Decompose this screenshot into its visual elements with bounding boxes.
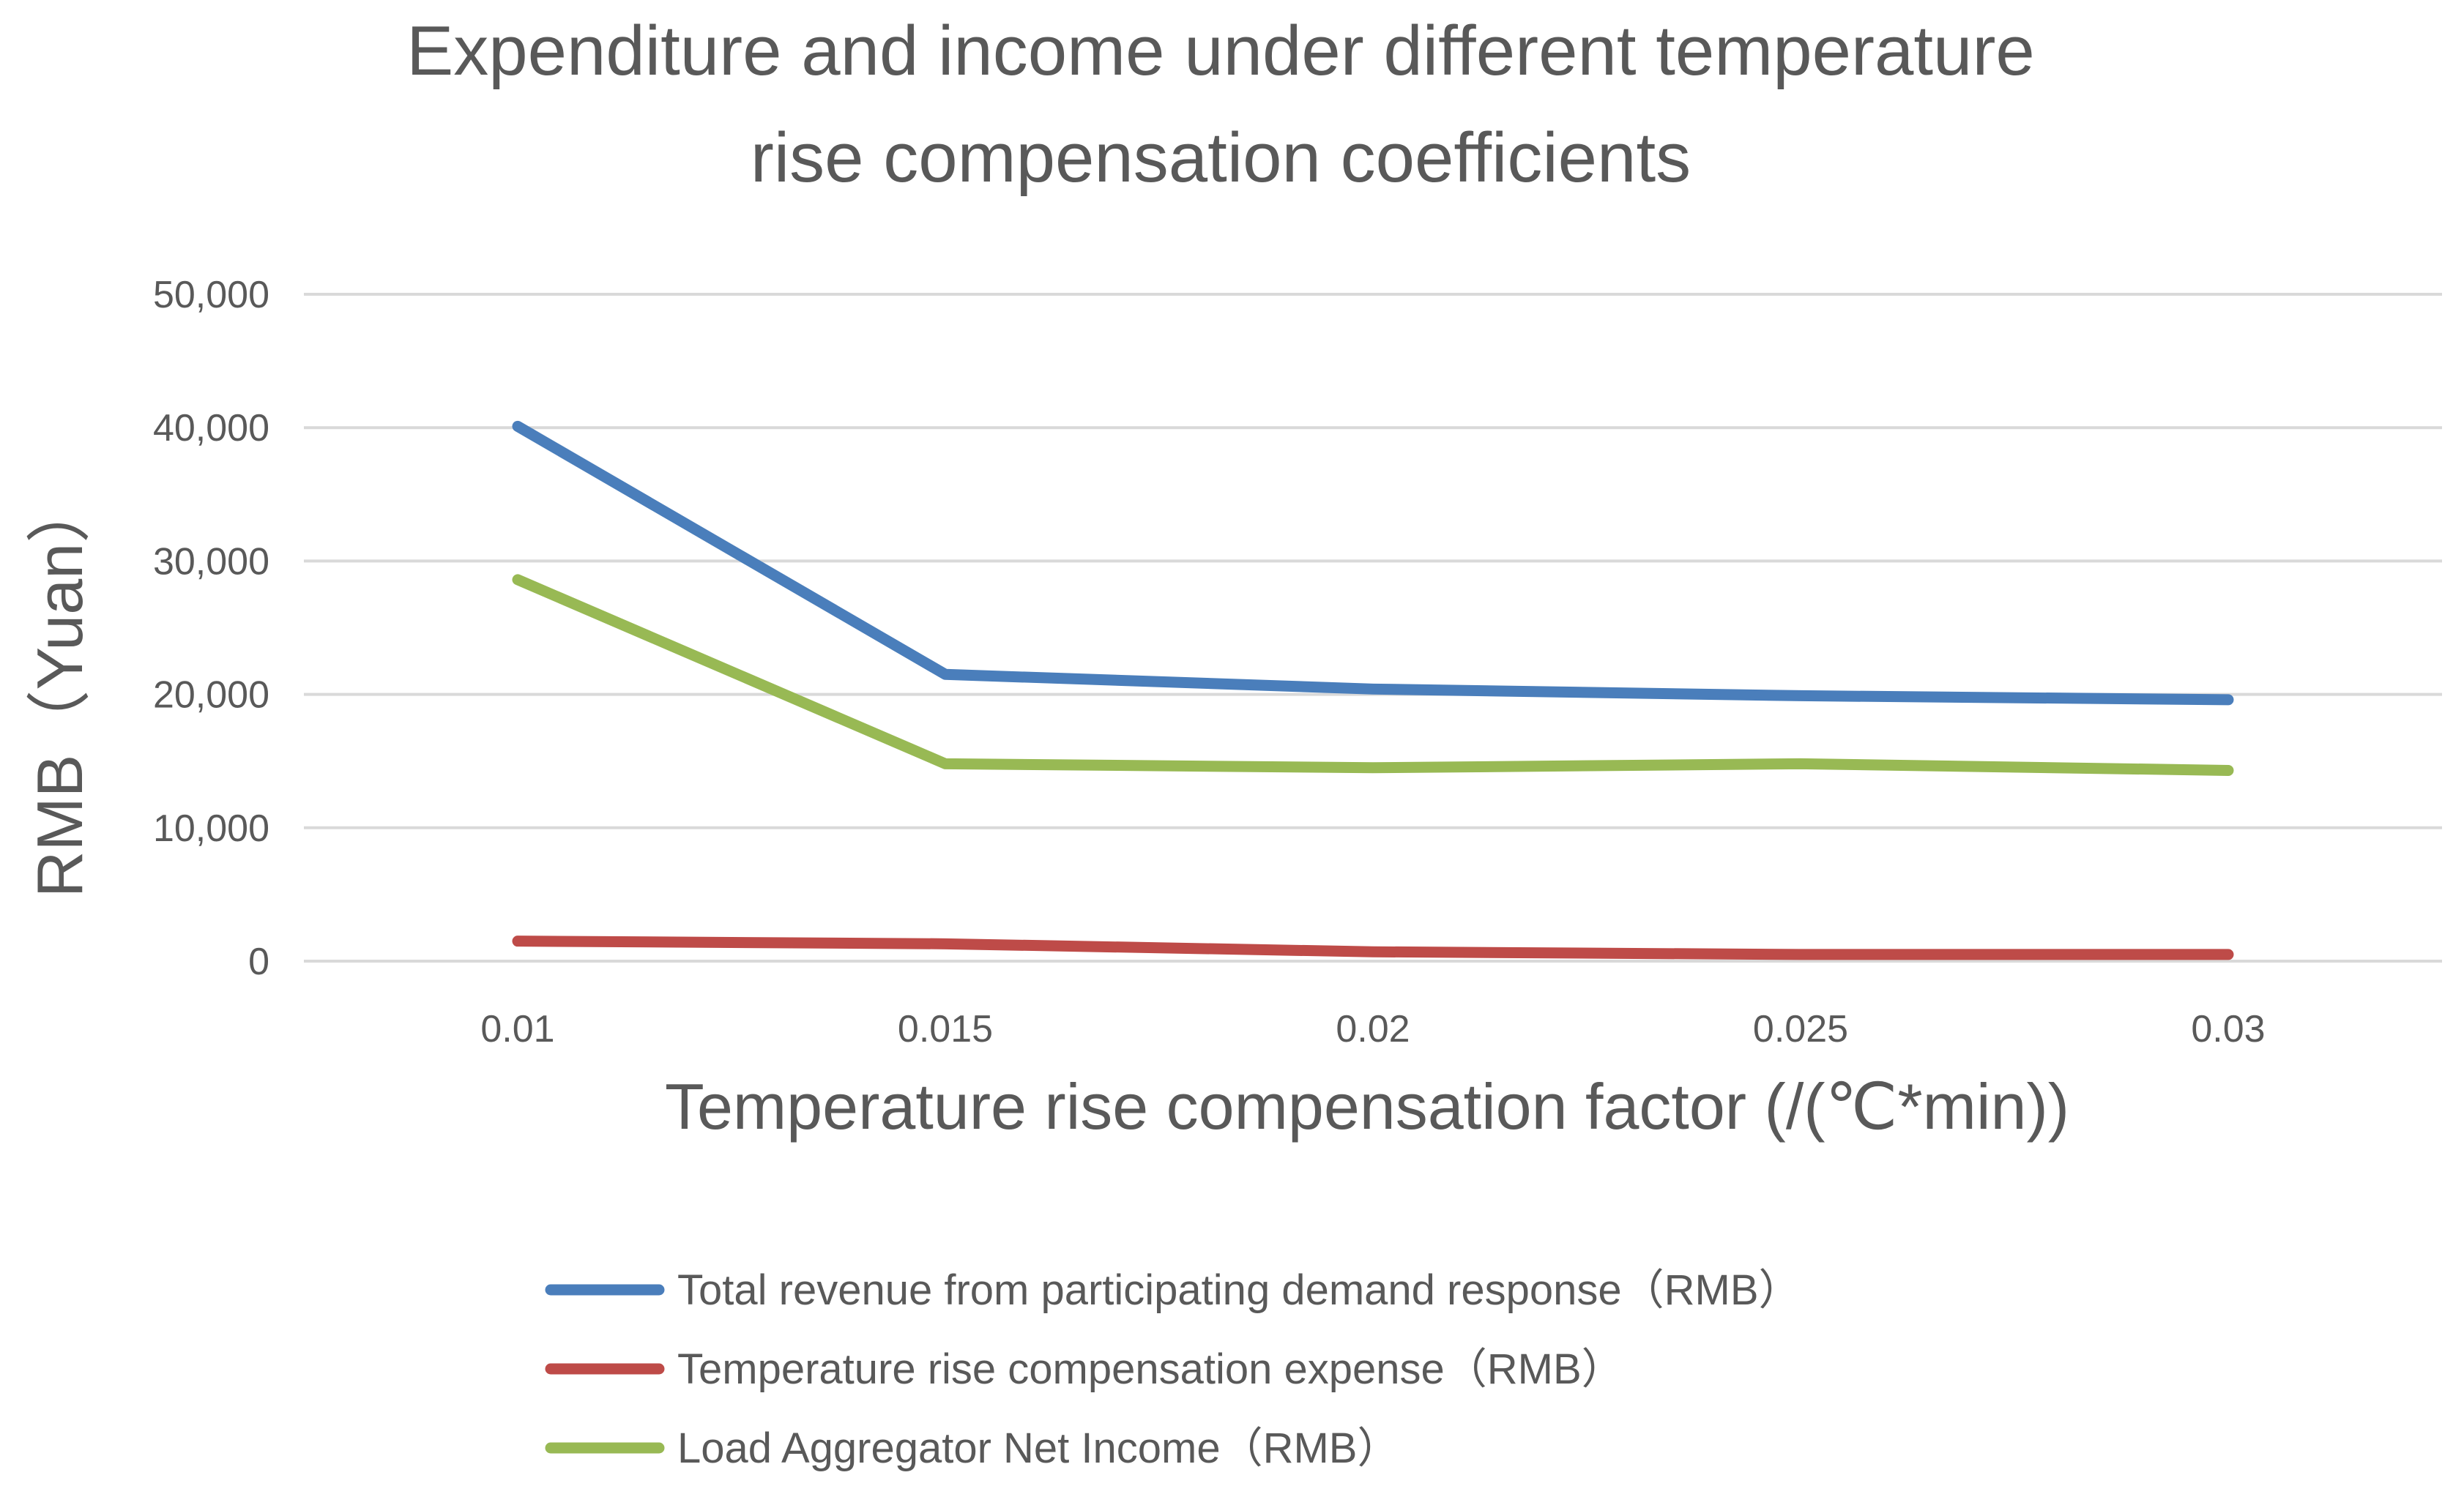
y-tick-label: 20,000 — [153, 674, 269, 717]
legend: Total revenue from participating demand … — [545, 1266, 1801, 1472]
legend-label: Temperature rise compensation expense（RM… — [677, 1345, 1624, 1393]
chart-title-line-1: Expenditure and income under different t… — [406, 12, 2035, 90]
x-tick-label: 0.025 — [1753, 1008, 1848, 1050]
x-tick-label: 0.03 — [2191, 1008, 2265, 1050]
x-tick-label: 0.01 — [480, 1008, 554, 1050]
series-line-1 — [512, 420, 2234, 706]
legend-label: Total revenue from participating demand … — [677, 1266, 1801, 1314]
y-tick-label: 40,000 — [153, 407, 269, 449]
y-tick-label: 50,000 — [153, 274, 269, 316]
chart-title-line-2: rise compensation coefficients — [751, 119, 1691, 197]
y-tick-label: 30,000 — [153, 540, 269, 583]
x-tick-labels: 0.01 0.015 0.02 0.025 0.03 — [480, 1008, 2265, 1050]
x-tick-label: 0.02 — [1336, 1008, 1410, 1050]
y-tick-labels: 0 10,000 20,000 30,000 40,000 50,000 — [153, 274, 269, 983]
x-axis-title: Temperature rise compensation factor (/(… — [665, 1070, 2069, 1143]
y-axis-title: RMB（Yuan） — [23, 479, 96, 897]
y-tick-label: 0 — [248, 941, 269, 983]
series-lines — [512, 420, 2234, 960]
series-line-3 — [512, 574, 2234, 776]
y-tick-label: 10,000 — [153, 807, 269, 850]
series-line-2 — [512, 936, 2234, 960]
x-tick-label: 0.015 — [898, 1008, 993, 1050]
legend-label: Load Aggregator Net Income（RMB） — [677, 1425, 1399, 1472]
